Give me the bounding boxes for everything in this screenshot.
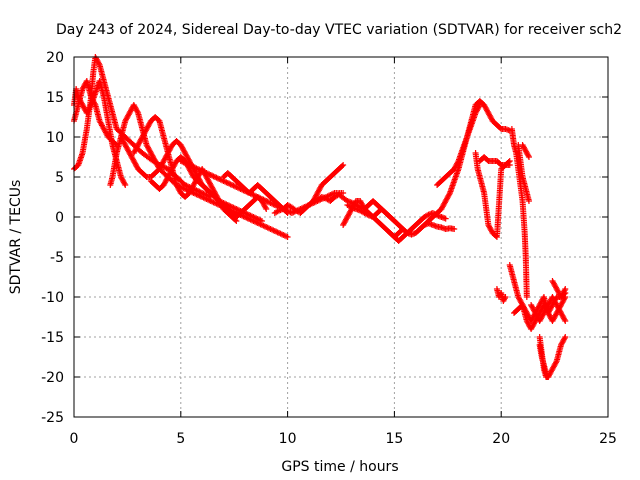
x-tick-label: 0 bbox=[70, 431, 79, 447]
x-axis-label: GPS time / hours bbox=[281, 459, 398, 475]
y-tick-label: -25 bbox=[41, 410, 64, 426]
series-arc-y bbox=[528, 294, 569, 324]
x-tick-label: 20 bbox=[492, 431, 510, 447]
series-arc-aa bbox=[536, 342, 552, 380]
data-point bbox=[562, 334, 569, 340]
y-tick-label: 0 bbox=[55, 210, 64, 226]
series-arc-k bbox=[310, 162, 347, 204]
series-arc-i bbox=[220, 170, 291, 216]
x-tick-label: 10 bbox=[279, 431, 297, 447]
data-point bbox=[91, 100, 98, 107]
data-point bbox=[561, 295, 568, 302]
data-point bbox=[525, 154, 532, 160]
data-point bbox=[340, 162, 347, 168]
y-tick-label: -15 bbox=[41, 330, 64, 346]
data-point bbox=[451, 226, 458, 232]
data-point bbox=[545, 374, 552, 380]
data-point bbox=[561, 316, 568, 323]
y-tick-label: -10 bbox=[41, 290, 64, 306]
data-point bbox=[454, 159, 461, 166]
data-point bbox=[262, 204, 269, 211]
data-point bbox=[476, 102, 483, 108]
data-point bbox=[544, 372, 551, 379]
series-arc-g bbox=[147, 154, 270, 220]
data-point bbox=[476, 103, 483, 110]
data-point bbox=[446, 191, 453, 198]
data-point bbox=[502, 294, 509, 300]
data-point bbox=[339, 163, 346, 169]
data-point bbox=[95, 60, 102, 67]
chart-title: Day 243 of 2024, Sidereal Day-to-day VTE… bbox=[56, 22, 622, 38]
data-point bbox=[561, 335, 568, 342]
data-point bbox=[562, 286, 569, 292]
series-arc-s bbox=[508, 126, 530, 300]
grid-layer bbox=[74, 57, 608, 417]
y-tick-label: 5 bbox=[55, 170, 64, 186]
series-arc-ab bbox=[549, 278, 569, 300]
data-point bbox=[525, 198, 532, 204]
y-tick-label: -20 bbox=[41, 370, 64, 386]
data-point bbox=[283, 209, 290, 215]
series-arc-t bbox=[515, 142, 532, 204]
y-tick-label: 10 bbox=[46, 130, 64, 146]
data-point bbox=[562, 318, 569, 324]
data-point bbox=[134, 108, 141, 115]
series-arc-r bbox=[476, 154, 513, 168]
series-arc-p bbox=[434, 102, 483, 188]
data-point bbox=[258, 218, 265, 224]
y-tick-label: 15 bbox=[46, 90, 64, 106]
series-arc-q bbox=[472, 150, 513, 240]
data-point bbox=[561, 287, 568, 294]
data-point bbox=[87, 103, 94, 110]
y-axis-label: SDTVAR / TECUs bbox=[8, 180, 24, 295]
x-tick-label: 25 bbox=[599, 431, 617, 447]
data-point bbox=[284, 210, 291, 216]
y-tick-labels: -25 -20 -15 -10 -5 0 5 10 15 20 bbox=[41, 50, 64, 426]
x-tick-labels: 0 5 10 15 20 25 bbox=[70, 431, 617, 447]
data-point bbox=[122, 182, 129, 188]
y-tick-label: 20 bbox=[46, 50, 64, 66]
y-tick-label: -5 bbox=[50, 250, 64, 266]
data-point bbox=[263, 206, 270, 212]
x-tick-label: 5 bbox=[176, 431, 185, 447]
data-point bbox=[553, 359, 560, 366]
series-arc-v bbox=[493, 286, 509, 304]
data-point bbox=[501, 295, 508, 302]
data-point bbox=[506, 162, 513, 168]
data-point bbox=[525, 152, 532, 159]
x-tick-label: 15 bbox=[385, 431, 403, 447]
points-layer bbox=[71, 54, 569, 380]
data-point bbox=[284, 234, 291, 240]
data-point bbox=[121, 180, 128, 187]
plot-frame bbox=[73, 56, 609, 418]
data-point bbox=[442, 215, 449, 222]
series-arc-u bbox=[519, 142, 532, 160]
data-point bbox=[523, 294, 530, 300]
